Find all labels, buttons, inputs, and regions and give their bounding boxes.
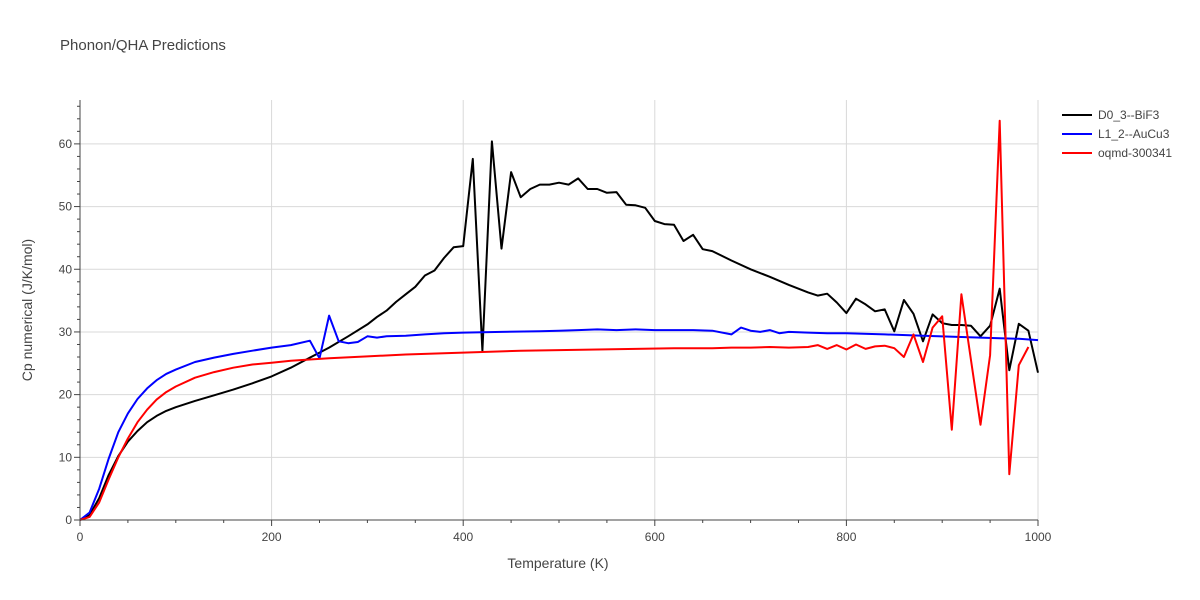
x-tick-label: 400 xyxy=(453,530,473,544)
series-line-0 xyxy=(79,140,1039,521)
legend-label: L1_2--AuCu3 xyxy=(1098,127,1170,141)
y-tick-label: 40 xyxy=(59,262,73,276)
legend-item-2[interactable]: oqmd-300341 xyxy=(1062,146,1172,160)
y-tick-label: 50 xyxy=(59,200,73,214)
y-tick-label: 60 xyxy=(59,137,73,151)
y-tick-label: 20 xyxy=(59,388,73,402)
plot-area xyxy=(79,119,1039,521)
legend-label: oqmd-300341 xyxy=(1098,146,1172,160)
x-axis-title: Temperature (K) xyxy=(507,555,608,571)
y-tick-label: 0 xyxy=(65,513,72,527)
chart-title: Phonon/QHA Predictions xyxy=(60,37,226,54)
y-tick-label: 10 xyxy=(59,450,73,464)
x-tick-label: 1000 xyxy=(1025,530,1052,544)
legend[interactable]: D0_3--BiF3 L1_2--AuCu3 oqmd-300341 xyxy=(1062,108,1172,160)
y-tick-label: 30 xyxy=(59,325,73,339)
y-axis-title: Cp numerical (J/K/mol) xyxy=(19,239,35,381)
series-line-1 xyxy=(79,314,1039,521)
x-tick-label: 0 xyxy=(77,530,84,544)
x-tick-label: 800 xyxy=(836,530,856,544)
legend-label: D0_3--BiF3 xyxy=(1098,108,1160,122)
legend-item-1[interactable]: L1_2--AuCu3 xyxy=(1062,127,1170,141)
axes: 0 200 400 600 800 1000 0 10 20 30 40 50 60 xyxy=(59,100,1052,544)
grid xyxy=(80,100,1039,520)
x-tick-label: 200 xyxy=(262,530,282,544)
legend-item-0[interactable]: D0_3--BiF3 xyxy=(1062,108,1160,122)
x-tick-label: 600 xyxy=(645,530,665,544)
series-line-2 xyxy=(79,119,1030,521)
